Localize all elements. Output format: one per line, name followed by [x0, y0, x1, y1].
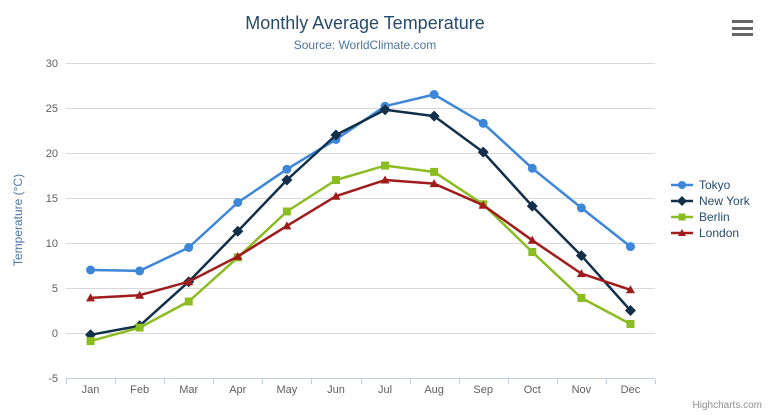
series-london[interactable] [86, 175, 635, 302]
data-point-berlin[interactable] [184, 297, 193, 306]
data-point-new-york[interactable] [624, 305, 636, 316]
legend: Tokyo New York Berlin London [670, 177, 750, 241]
y-tick-label: 20 [46, 148, 58, 160]
data-point-berlin[interactable] [331, 176, 340, 184]
data-point-tokyo[interactable] [576, 203, 586, 213]
legend-symbol-triangle-icon [671, 229, 693, 236]
legend-label: Tokyo [699, 178, 731, 192]
x-tick-label: Oct [524, 384, 541, 396]
legend-label: Berlin [699, 210, 730, 224]
data-point-london[interactable] [478, 200, 488, 209]
data-point-berlin[interactable] [626, 320, 635, 328]
data-point-berlin[interactable] [528, 248, 537, 256]
data-point-tokyo[interactable] [429, 90, 439, 99]
chart-subtitle: Source: WorldClimate.com [293, 38, 437, 52]
chart-title: Monthly Average Temperature [245, 13, 485, 33]
data-point-berlin[interactable] [282, 207, 291, 216]
data-point-london[interactable] [282, 221, 292, 230]
x-tick-label: Mar [179, 384, 198, 396]
data-point-london[interactable] [527, 235, 537, 244]
data-point-london[interactable] [184, 277, 194, 286]
data-point-tokyo[interactable] [282, 164, 292, 174]
data-point-new-york[interactable] [379, 104, 391, 116]
legend-item-berlin[interactable]: Berlin [670, 209, 750, 225]
x-tick-label: Jul [378, 384, 392, 396]
data-point-tokyo[interactable] [625, 242, 635, 252]
data-point-new-york[interactable] [330, 129, 342, 141]
x-tick-label: Aug [424, 384, 444, 396]
x-tick-label: Apr [229, 384, 246, 396]
legend-item-tokyo[interactable]: Tokyo [670, 177, 750, 193]
legend-item-london[interactable]: London [670, 225, 750, 241]
data-point-tokyo[interactable] [233, 198, 243, 207]
chart-context-menu-button[interactable] [729, 17, 756, 39]
legend-item-new-york[interactable]: New York [670, 193, 750, 209]
data-point-london[interactable] [625, 285, 635, 294]
x-axis [66, 378, 656, 384]
legend-symbol-diamond-icon [671, 196, 693, 206]
data-point-new-york[interactable] [526, 200, 538, 212]
data-point-berlin[interactable] [577, 293, 586, 302]
data-point-london[interactable] [576, 269, 586, 278]
x-tick-label: Jun [327, 384, 345, 396]
data-point-tokyo[interactable] [527, 163, 537, 173]
y-tick-label: 0 [52, 328, 58, 340]
x-tick-label: Sep [473, 384, 493, 396]
data-point-berlin[interactable] [430, 167, 439, 176]
x-tick-label: May [276, 384, 297, 396]
y-tick-label: -5 [48, 373, 58, 385]
data-point-berlin[interactable] [381, 161, 390, 170]
hamburger-icon [732, 26, 753, 30]
data-point-new-york[interactable] [428, 110, 440, 122]
y-tick-label: 10 [46, 238, 58, 250]
legend-label: London [699, 226, 740, 240]
data-point-new-york[interactable] [232, 225, 244, 237]
data-point-london[interactable] [380, 175, 390, 184]
x-tick-label: Nov [572, 384, 592, 396]
hamburger-icon [732, 33, 753, 36]
data-point-berlin[interactable] [86, 337, 95, 346]
x-tick-label: Feb [130, 384, 149, 396]
y-tick-label: 15 [46, 193, 58, 205]
data-point-new-york[interactable] [477, 146, 489, 158]
data-point-london[interactable] [86, 293, 96, 302]
series-new-york[interactable] [85, 104, 636, 341]
legend-label: New York [699, 194, 750, 208]
x-tick-label: Dec [621, 384, 641, 396]
hamburger-icon [732, 20, 753, 23]
series-tokyo[interactable] [86, 90, 635, 276]
data-point-london[interactable] [429, 179, 439, 188]
credits-link[interactable]: Highcharts.com [692, 400, 762, 411]
y-gridlines [66, 63, 655, 379]
data-point-tokyo[interactable] [478, 118, 488, 128]
data-point-new-york[interactable] [281, 174, 293, 186]
y-axis-title: Temperature (°C) [11, 173, 25, 267]
y-tick-label: 25 [46, 103, 58, 115]
legend-symbol-square-icon [671, 213, 693, 221]
data-point-london[interactable] [135, 290, 145, 299]
data-point-new-york[interactable] [575, 250, 587, 262]
y-tick-label: 30 [46, 58, 58, 70]
legend-symbol-circle-icon [671, 181, 693, 189]
data-point-tokyo[interactable] [184, 243, 194, 252]
data-point-berlin[interactable] [135, 323, 144, 332]
data-point-tokyo[interactable] [135, 266, 145, 276]
data-point-london[interactable] [331, 191, 341, 200]
x-axis-labels: Jan Feb Mar Apr May Jun Jul Aug Sep Oct Nov Dec [82, 384, 641, 396]
x-tick-label: Jan [82, 384, 100, 396]
y-tick-label: 5 [52, 283, 58, 295]
data-point-tokyo[interactable] [86, 265, 96, 275]
y-axis-labels: -5 0 5 10 15 20 25 30 [46, 58, 58, 385]
data-point-london[interactable] [233, 252, 243, 260]
